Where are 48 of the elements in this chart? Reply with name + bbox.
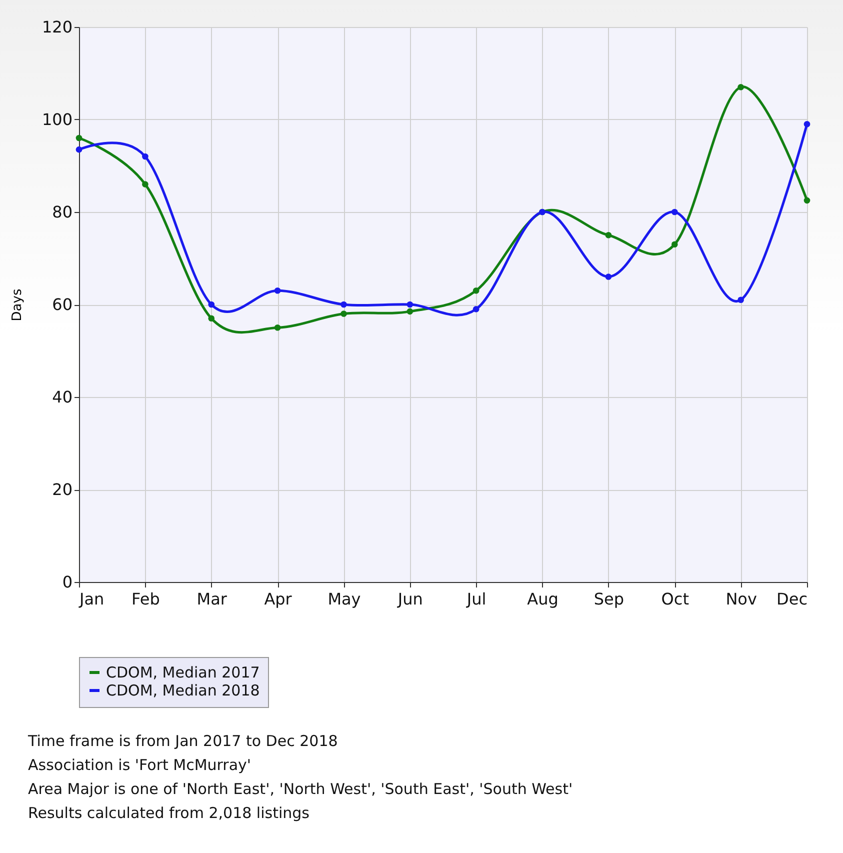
point [804,197,810,204]
y-tick-label: 100 [42,110,72,129]
text: Time frame is from Jan 2017 to Dec 2018 [28,731,339,752]
point [208,315,215,322]
point [340,310,347,317]
x-tick-label: May [328,590,361,608]
x-tick-label: Apr [264,590,292,608]
point [605,232,612,238]
legend-label: CDOM, Median 2017 [106,664,260,682]
x-tick-label: Jan [78,590,104,608]
text: Area Major is one of 'North East', 'North West', 'South East', 'South West' [28,779,574,800]
y-axis-title: Days [10,288,25,322]
point [340,301,347,308]
point [406,308,414,315]
point [142,181,148,188]
y-tick-label: 20 [52,480,72,499]
y-tick-label: 60 [52,295,72,314]
x-tick-label: Jun [396,590,423,608]
x-tick-label: Nov [726,590,757,608]
text: Results calculated from 2,018 listings [28,803,310,824]
point [208,301,215,308]
text: Association is 'Fort McMurray' [28,755,252,776]
x-tick-label: Oct [661,590,689,608]
point [738,84,744,90]
y-tick-label: 120 [42,18,72,36]
point [671,208,678,216]
point [274,287,281,294]
point [142,153,148,160]
x-tick-label: Feb [132,590,160,608]
legend-label: CDOM, Median 2018 [106,682,260,700]
point [738,296,744,304]
point [472,287,480,294]
point [76,146,82,153]
point [76,134,82,142]
point [406,301,414,308]
x-tick-label: Mar [196,590,228,608]
x-tick-label: Dec [776,590,808,608]
y-tick-label: 80 [52,202,72,222]
y-tick-label: 40 [52,388,72,406]
x-tick-label: Jul [466,590,486,608]
point [274,324,281,331]
point [804,120,810,128]
x-tick-label: Aug [527,590,558,608]
point [472,306,480,312]
point [605,274,612,280]
point [671,241,678,248]
y-tick-label: 0 [62,572,72,592]
x-tick-label: Sep [594,590,624,608]
